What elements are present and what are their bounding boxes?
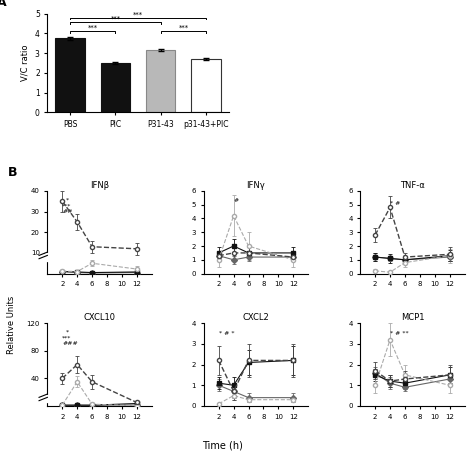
Text: #: # — [234, 198, 239, 202]
Text: * # *: * # * — [219, 331, 234, 336]
Title: MCP1: MCP1 — [401, 313, 424, 322]
Text: B: B — [8, 166, 17, 179]
Bar — [55, 38, 85, 112]
Text: ***: *** — [133, 11, 143, 18]
Text: ***: *** — [88, 25, 98, 31]
Title: CXCL10: CXCL10 — [83, 313, 116, 322]
Bar — [146, 50, 175, 112]
Bar — [100, 63, 130, 112]
Text: Time (h): Time (h) — [202, 441, 243, 451]
Title: IFNγ: IFNγ — [246, 181, 265, 190]
Text: Relative Units: Relative Units — [7, 295, 16, 354]
Title: TNF-α: TNF-α — [400, 181, 425, 190]
Text: * # **: * # ** — [390, 331, 409, 336]
Y-axis label: V/C ratio: V/C ratio — [20, 45, 29, 81]
Title: IFNβ: IFNβ — [90, 181, 109, 190]
Text: * #: * # — [390, 201, 401, 206]
Text: A: A — [0, 0, 6, 9]
Title: CXCL2: CXCL2 — [243, 313, 269, 322]
Text: *
***
##: * *** ## — [62, 198, 73, 214]
Text: *
***
###: * *** ### — [62, 330, 78, 346]
Text: ***: *** — [178, 25, 189, 31]
Bar — [191, 59, 221, 112]
Text: ***: *** — [110, 16, 120, 22]
